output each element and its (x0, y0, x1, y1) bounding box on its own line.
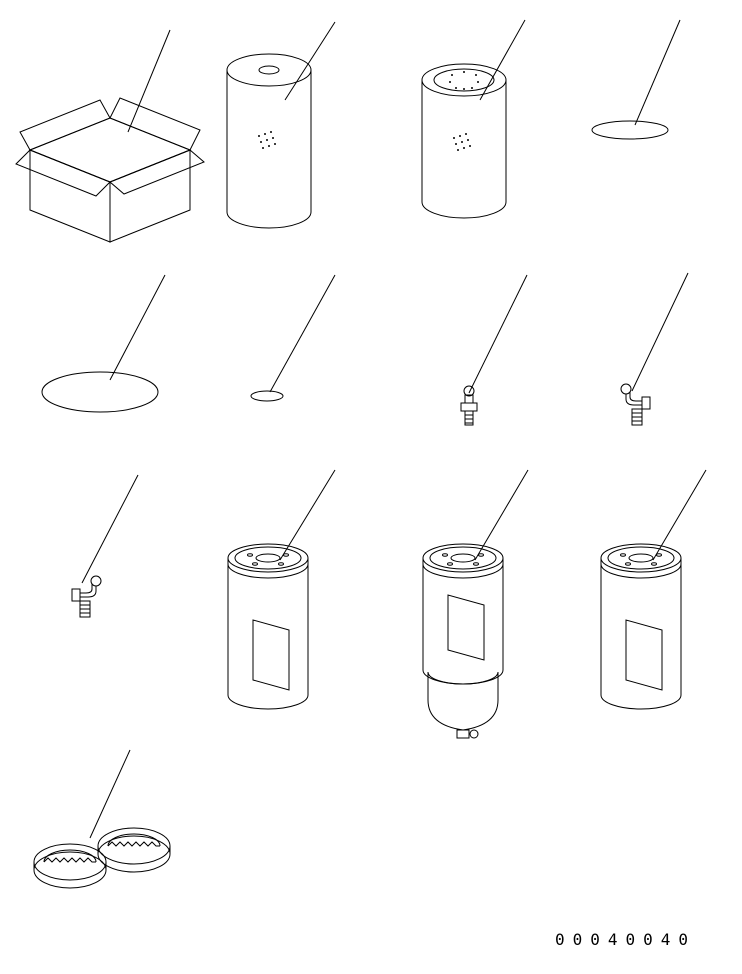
filter-wrench (30, 820, 210, 934)
spin-on-filter-1 (225, 540, 365, 754)
grease-fitting-90-right (620, 383, 720, 457)
gasket-large (40, 370, 200, 454)
fuel-water-separator (420, 540, 560, 774)
grease-fitting-90-left (72, 575, 172, 649)
gasket-tiny (250, 390, 370, 434)
cylinder-filter-1 (225, 50, 365, 264)
carton-box (20, 70, 220, 274)
spin-on-filter-2 (598, 540, 738, 754)
document-id: 00040040 (555, 930, 696, 949)
cylinder-filter-2 (420, 60, 560, 264)
gasket-small (590, 120, 730, 184)
grease-fitting-straight (455, 385, 555, 459)
diagram-canvas: 00040040 (0, 0, 742, 974)
